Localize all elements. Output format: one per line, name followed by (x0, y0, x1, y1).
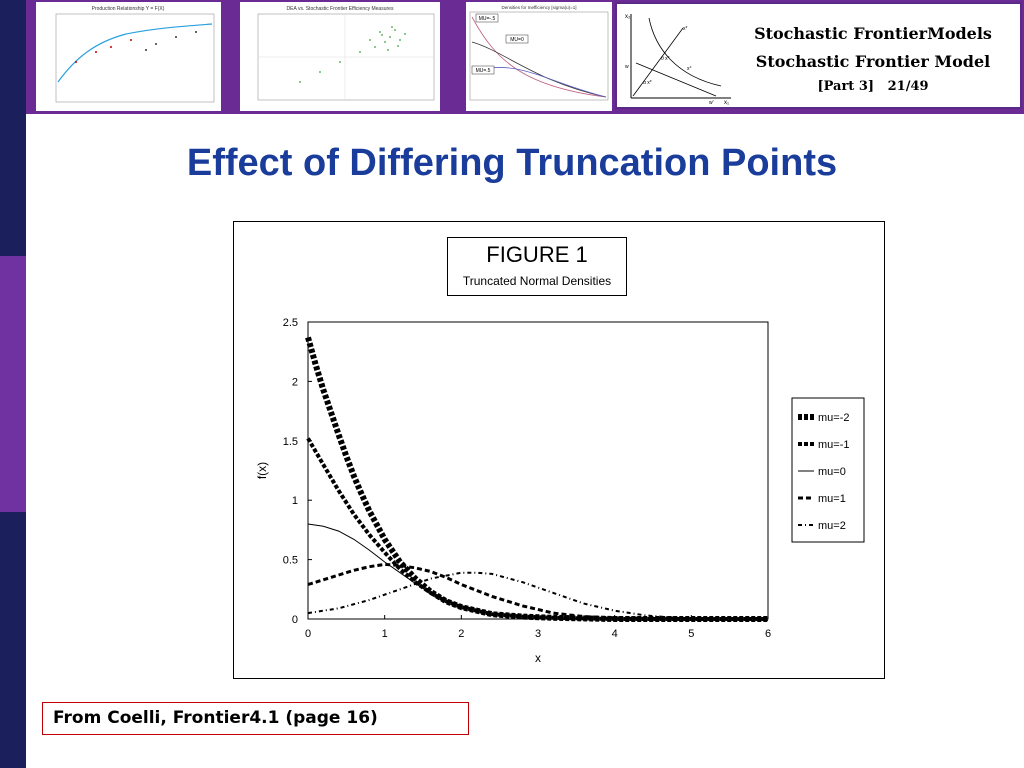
part-label: [Part 3] (817, 79, 875, 94)
y-tick-label: 1.5 (283, 436, 298, 448)
legend-label: mu=-1 (818, 439, 850, 451)
slide-title: Effect of Differing Truncation Points (186, 142, 838, 184)
part-and-page: [Part 3] 21/49 (729, 79, 1017, 94)
thumbnail-label: MU=-.5 (479, 16, 496, 22)
diagram-wprime-label: w' (709, 100, 714, 105)
legend-label: mu=-2 (818, 412, 850, 424)
y-tick-label: 2 (292, 376, 298, 388)
thumbnail-production-relationship: Production Relationship Y = F(X) (36, 2, 221, 111)
densities-thumbnail-plot: Densities for Inefficiency [sigma(u)=1] … (469, 5, 609, 101)
source-citation: From Coelli, Frontier4.1 (page 16) (42, 702, 469, 735)
thumbnail-dea-vs-sfa: DEA vs. Stochastic Frontier Efficiency M… (240, 2, 440, 111)
isoquant-diagram: x₂ x₁ x* θ x* α x* w w' x° (625, 14, 731, 105)
chart-frame: FIGURE 1 Truncated Normal Densities 0 1 2 3… (233, 221, 885, 679)
diagram-w-label: w (625, 64, 629, 70)
legend-label: mu=0 (818, 466, 846, 478)
x-axis-label: x (535, 651, 541, 665)
diagram-alpha-label: α x* (643, 80, 652, 86)
x-tick-label: 2 (458, 628, 464, 640)
diagram-theta-label: θ x* (661, 56, 670, 62)
series-line-mu=1 (307, 562, 768, 621)
legend-label: mu=1 (818, 493, 846, 505)
chart-title: FIGURE 1 (486, 242, 588, 267)
sidebar-block-top (0, 0, 26, 256)
sidebar-block-middle (0, 256, 26, 512)
thumbnail-label: MU=0 (510, 37, 524, 43)
sidebar-block-bottom (0, 512, 26, 768)
production-thumbnail-plot: Production Relationship Y = F(X) (55, 6, 215, 103)
series-line-mu=-2 (305, 336, 768, 622)
plot-area (307, 321, 769, 620)
x-tick-label: 1 (382, 628, 388, 640)
x-tick-label: 5 (688, 628, 694, 640)
dea-thumbnail-plot: DEA vs. Stochastic Frontier Efficiency M… (257, 6, 435, 101)
course-title-box: x₂ x₁ x* θ x* α x* w w' x° Stochastic Fr… (615, 2, 1022, 109)
thumbnail-title: Production Relationship Y = F(X) (92, 6, 165, 12)
density-chart: 0 1 2 3 4 5 6 0 0.5 1 1.5 2 2.5 x f(x) mu=-2 mu=-1 mu=0 mu… (255, 317, 865, 665)
x-tick-label: 6 (765, 628, 771, 640)
course-title-line2: Stochastic Frontier Model (755, 52, 991, 71)
page-counter: 21/49 (887, 79, 929, 94)
y-tick-label: 1 (292, 495, 298, 507)
thumbnail-densities: Densities for Inefficiency [sigma(u)=1] … (466, 2, 612, 111)
x-tick-label: 4 (612, 628, 618, 640)
y-axis-label: f(x) (255, 462, 269, 479)
diagram-xstar-label: x* (683, 26, 688, 32)
diagram-xdash-label: x° (687, 66, 692, 72)
x-tick-label: 3 (535, 628, 541, 640)
figure-title-box: FIGURE 1 Truncated Normal Densities (447, 237, 627, 296)
series-line-mu=-1 (306, 437, 768, 621)
diagram-x-label: x₁ (724, 100, 729, 105)
thumbnail-label: MU=.5 (476, 68, 491, 74)
x-tick-label: 0 (305, 628, 311, 640)
series-line-mu=2 (307, 571, 768, 620)
thumbnail-title: DEA vs. Stochastic Frontier Efficiency M… (287, 6, 394, 12)
y-tick-label: 2.5 (283, 317, 298, 329)
y-tick-label: 0 (292, 614, 298, 626)
course-title-line1: Stochastic FrontierModels (754, 24, 992, 43)
series-line-mu=0 (307, 523, 768, 620)
legend-box (791, 397, 865, 543)
thumbnail-title: Densities for Inefficiency [sigma(u)=1] (501, 5, 576, 10)
chart-subtitle: Truncated Normal Densities (462, 274, 612, 288)
diagram-y-label: x₂ (625, 14, 631, 20)
legend-label: mu=2 (818, 520, 846, 532)
y-tick-label: 0.5 (283, 555, 298, 567)
